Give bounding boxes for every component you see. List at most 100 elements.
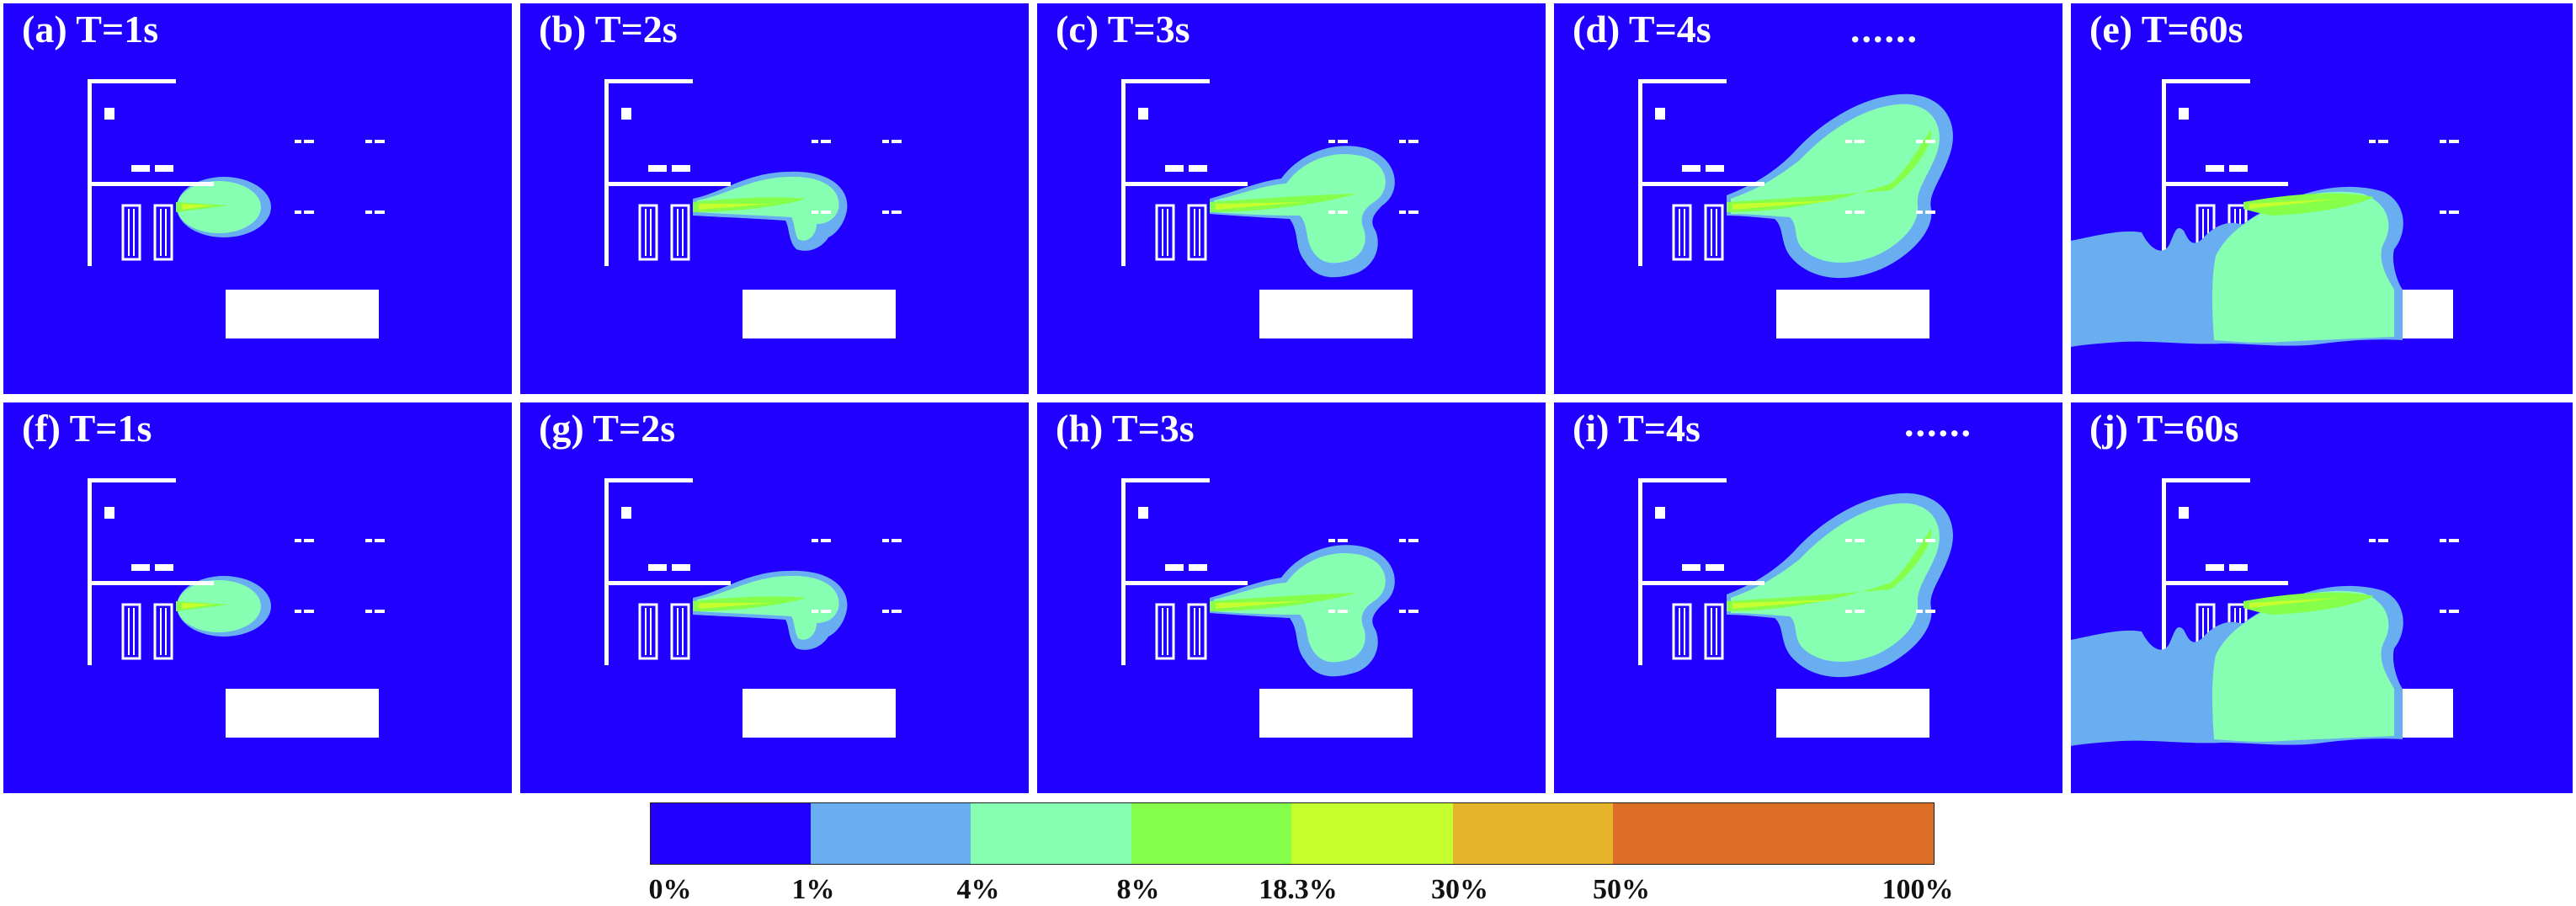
contour-18pct: [2249, 199, 2340, 209]
panel-b: (b) T=2s: [520, 3, 1029, 394]
contour-18pct: [182, 204, 214, 210]
plume-h: [1121, 478, 1418, 738]
obstacle-box: [226, 290, 379, 338]
panel-label-f: (f) T=1s: [22, 407, 152, 450]
continuation-dots-d: ......: [1850, 8, 1919, 51]
bar-left: [131, 564, 150, 571]
block-small: [1655, 108, 1665, 120]
dash: [2369, 140, 2376, 143]
panel-label-j: (j) T=60s: [2089, 407, 2239, 450]
contour-4pct: [697, 176, 839, 241]
plume-shapes: [1727, 493, 1953, 678]
contour-18pct: [699, 603, 773, 609]
rack: [1187, 204, 1207, 261]
wall-middle: [1638, 182, 1764, 186]
plume-e: [2071, 79, 2459, 347]
obstacle-box: [742, 290, 896, 338]
plume-shapes: [1727, 93, 1953, 279]
dash: [304, 211, 314, 214]
colorbar-segment: [1131, 803, 1291, 864]
wall-top: [1638, 478, 1727, 482]
dash: [812, 610, 818, 613]
plume-shapes: [2071, 585, 2403, 746]
contour-18pct: [1216, 601, 1307, 609]
block-small: [104, 507, 114, 519]
dash: [1338, 539, 1348, 542]
colorbar-tick-label: 0%: [648, 874, 692, 905]
dash: [1399, 211, 1406, 214]
dash: [1328, 211, 1335, 214]
dash: [375, 140, 385, 143]
contour-8pct: [2243, 193, 2374, 216]
bar-right: [155, 165, 173, 172]
panel-h: (h) T=3s: [1037, 402, 1546, 793]
dash: [1845, 140, 1852, 143]
dash: [1408, 140, 1418, 143]
wall-top: [604, 478, 693, 482]
dash: [1845, 211, 1852, 214]
plume-b: [604, 79, 902, 338]
wall-top: [604, 79, 693, 83]
wall-top: [2162, 79, 2250, 83]
wall-top: [2162, 478, 2250, 482]
bar-left: [1682, 165, 1700, 172]
plume-shapes: [176, 177, 271, 237]
rack: [1704, 603, 1724, 660]
dash: [1399, 140, 1406, 143]
dash: [2449, 140, 2459, 143]
dash: [295, 610, 301, 613]
dash: [1399, 539, 1406, 542]
bar-left: [1165, 564, 1184, 571]
bar-left: [2206, 165, 2224, 172]
dash: [304, 539, 314, 542]
dash: [882, 539, 889, 542]
plume-g: [604, 478, 902, 738]
panel-label-e: (e) T=60s: [2089, 8, 2243, 51]
bar-left: [131, 165, 150, 172]
wall-top: [88, 478, 176, 482]
dash: [1328, 610, 1335, 613]
dash: [812, 211, 818, 214]
panel-a: (a) T=1s: [3, 3, 512, 394]
rack: [638, 204, 658, 261]
panel-label-c: (c) T=3s: [1056, 8, 1190, 51]
dash: [1338, 211, 1348, 214]
dash: [2449, 539, 2459, 542]
contour-4pct: [697, 575, 839, 640]
wall-middle: [1121, 581, 1248, 585]
wall-top: [1121, 478, 1210, 482]
contour-18pct: [1732, 200, 1840, 210]
dash: [2440, 211, 2446, 214]
dash: [1916, 211, 1923, 214]
dash: [1338, 610, 1348, 613]
colorbar-segment: [970, 803, 1132, 864]
plume-c: [1121, 79, 1418, 338]
dash: [2449, 610, 2459, 613]
bar-right: [155, 564, 173, 571]
obstacle-box: [742, 689, 896, 738]
dash: [295, 140, 301, 143]
bar-right: [672, 564, 690, 571]
dash: [891, 610, 902, 613]
contour-4pct: [1214, 552, 1386, 663]
wall-middle: [2162, 182, 2288, 186]
dash: [1845, 610, 1852, 613]
dash: [1855, 211, 1865, 214]
dash: [365, 211, 372, 214]
rack: [1187, 603, 1207, 660]
panel-label-b: (b) T=2s: [539, 8, 678, 51]
dash: [2378, 140, 2388, 143]
panel-label-i: (i) T=4s: [1573, 407, 1700, 450]
dash: [365, 140, 372, 143]
dash: [1408, 610, 1418, 613]
dash: [1925, 610, 1935, 613]
dash: [891, 211, 902, 214]
dash: [1925, 140, 1935, 143]
contour-18pct: [699, 204, 773, 210]
rack: [638, 603, 658, 660]
rack: [121, 204, 141, 261]
rack: [1155, 204, 1175, 261]
colorbar-tick-label: 100%: [1881, 874, 1954, 905]
block-small: [621, 108, 631, 120]
rack: [121, 603, 141, 660]
